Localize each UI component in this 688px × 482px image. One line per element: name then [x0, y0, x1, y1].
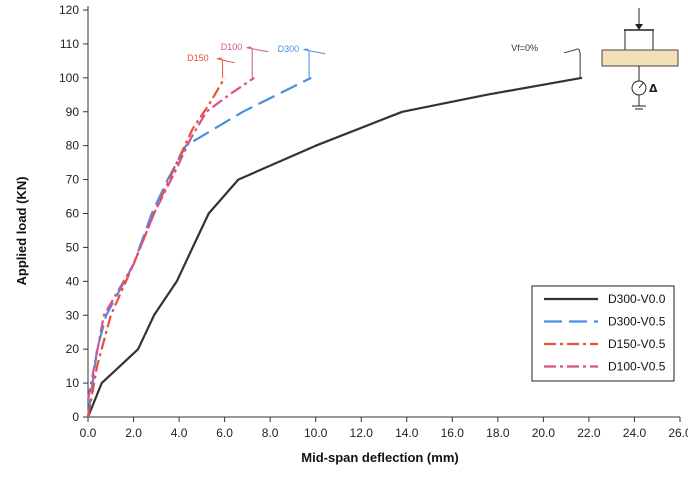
series-line-d100-v0-5: [86, 76, 255, 401]
annotation-leader: [216, 57, 235, 78]
x-tick-label: 14.0: [395, 426, 419, 440]
inset-beam: [601, 49, 679, 67]
x-axis-title: Mid-span deflection (mm): [301, 450, 458, 465]
y-tick-label: 80: [66, 139, 80, 153]
annotation-label: D150: [187, 53, 209, 63]
x-tick-label: 16.0: [441, 426, 465, 440]
series-line-d300-v0-0: [86, 76, 583, 418]
x-tick-label: 18.0: [486, 426, 510, 440]
annotation-layer: Vf=0% D300 D100 D150: [187, 42, 581, 78]
grid-and-axes: 0 10 20 30 40 50 60 70 80 90 100 110 120 0.0 2.0 4.0 6.0…: [59, 3, 688, 440]
annotation-leader: [563, 48, 581, 78]
annotation-leader: [302, 48, 326, 78]
series-layer: [86, 76, 583, 418]
legend-label: D300-V0.0: [608, 292, 666, 306]
y-tick-label: 40: [66, 274, 80, 288]
x-tick-label: 6.0: [216, 426, 233, 440]
x-tick-label: 24.0: [623, 426, 647, 440]
y-tick-label: 110: [60, 37, 79, 51]
y-tick-label: 20: [66, 342, 80, 356]
y-tick-label: 120: [59, 3, 79, 17]
annotation-label: Vf=0%: [511, 43, 538, 53]
x-tick-label: 2.0: [125, 426, 142, 440]
x-tick-label: 12.0: [350, 426, 374, 440]
y-tick-label: 60: [66, 207, 80, 221]
legend-label: D150-V0.5: [608, 337, 666, 351]
annotation-label: D100: [221, 42, 243, 52]
inset-arrow-head: [635, 24, 643, 30]
series-line-d150-v0-5: [86, 77, 226, 418]
x-tick-label: 8.0: [262, 426, 279, 440]
x-tick-label: 10.0: [304, 426, 328, 440]
legend: D300-V0.0 D300-V0.5 D150-V0.5 D100-V0.5: [531, 285, 675, 382]
inset-diagram: Δ: [601, 8, 679, 110]
y-tick-label: 0: [72, 410, 79, 424]
x-tick-label: 26.0: [668, 426, 688, 440]
inset-delta-label: Δ: [649, 82, 658, 95]
y-tick-label: 90: [66, 105, 80, 119]
y-tick-label: 50: [66, 240, 80, 254]
x-tick-label: 20.0: [532, 426, 556, 440]
y-tick-label: 100: [59, 71, 79, 85]
x-tick-label: 4.0: [171, 426, 188, 440]
x-tick-label: 0.0: [80, 426, 97, 440]
annotation-label: D300: [278, 44, 300, 54]
y-tick-label: 10: [66, 376, 80, 390]
y-tick-label: 70: [66, 173, 80, 187]
y-axis-title: Applied load (KN): [14, 176, 29, 285]
annotation-leader: [245, 46, 269, 78]
inset-gauge-needle: [638, 82, 644, 89]
x-tick-label: 22.0: [577, 426, 601, 440]
legend-label: D100-V0.5: [608, 360, 666, 374]
y-tick-label: 30: [66, 308, 80, 322]
legend-label: D300-V0.5: [608, 315, 666, 329]
legend-box: [531, 285, 675, 382]
